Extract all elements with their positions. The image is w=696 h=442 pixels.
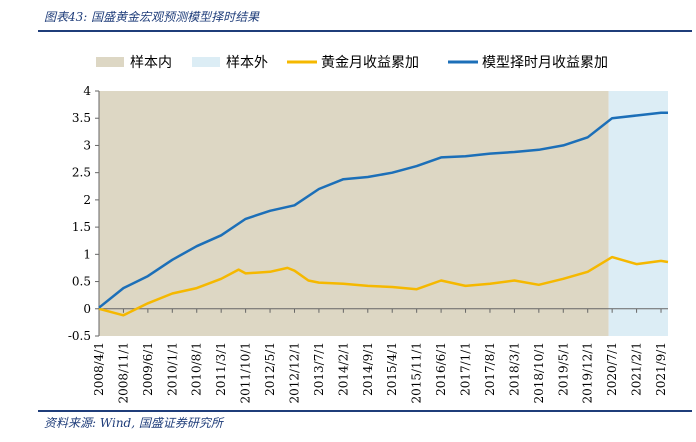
top-rule (38, 30, 692, 32)
legend-model-label: 模型择时月收益累加 (482, 55, 608, 71)
legend-gold-label: 黄金月收益累加 (321, 54, 419, 71)
legend-in-sample-swatch (96, 57, 124, 67)
x-tick-label: 2010/8/1 (190, 342, 204, 396)
in-sample-region (99, 91, 609, 336)
y-axis: 4 3.5 3 2.5 2 1.5 1 0.5 0 -0.5 (68, 84, 100, 343)
y-tick-label: 3 (83, 138, 91, 152)
x-tick-label: 2019/5/1 (556, 342, 570, 396)
y-tick-label: 2.5 (72, 166, 91, 180)
line-chart: 样本内 样本外 黄金月收益累加 模型择时月收益累加 4 3.5 3 2.5 2 1.5 1 0.5 0… (68, 54, 669, 404)
x-tick-label: 2015/11/1 (410, 342, 424, 404)
x-tick-label: 2011/10/1 (239, 342, 253, 404)
figure-caption: 图表43: 国盛黄金宏观预测模型择时结果 (44, 10, 260, 24)
y-tick-label: 1.5 (72, 220, 91, 234)
y-tick-label: 4 (83, 84, 91, 98)
x-tick-label: 2015/4/1 (385, 342, 399, 396)
series-lines (98, 111, 669, 317)
y-tick-label: 0 (83, 302, 91, 316)
legend: 样本内 样本外 黄金月收益累加 模型择时月收益累加 (96, 54, 608, 71)
sample-regions (99, 91, 668, 336)
y-tick-label: -0.5 (68, 329, 91, 343)
x-tick-label: 2009/6/1 (141, 342, 155, 396)
y-tick-label: 1 (83, 247, 91, 261)
x-tick-label: 2021/9/1 (654, 342, 668, 396)
x-tick-label: 2010/1/1 (165, 342, 179, 396)
x-tick-label: 2016/6/1 (434, 342, 448, 396)
x-tick-label: 2019/12/1 (581, 342, 595, 404)
x-tick-label: 2011/3/1 (214, 342, 228, 396)
x-tick-label: 2008/11/1 (116, 342, 130, 404)
x-tick-label: 2014/9/1 (361, 342, 375, 396)
legend-in-sample-label: 样本内 (130, 55, 172, 71)
x-tick-label: 2012/12/1 (287, 342, 301, 404)
model-cumulative-line (98, 111, 668, 309)
x-axis: 2008/4/1 2008/11/1 2009/6/1 2010/1/1 2010/8/… (92, 308, 668, 404)
x-tick-label: 2013/7/1 (312, 342, 326, 396)
x-tick-label: 2018/10/1 (532, 342, 546, 404)
legend-out-of-sample-swatch (192, 57, 220, 67)
out-of-sample-region (608, 91, 668, 336)
y-tick-label: 2 (83, 193, 91, 207)
source-note: 资料来源: Wind, 国盛证券研究所 (44, 416, 223, 430)
x-tick-label: 2014/2/1 (336, 342, 350, 396)
x-tick-label: 2017/1/1 (459, 342, 473, 396)
x-tick-label: 2018/3/1 (507, 342, 521, 396)
y-tick-label: 3.5 (72, 111, 91, 125)
gold-cumulative-line (98, 255, 669, 317)
x-tick-label: 2021/2/1 (630, 342, 644, 396)
y-tick-label: 0.5 (72, 275, 91, 289)
x-tick-label: 2020/7/1 (605, 342, 619, 396)
x-tick-label: 2012/5/1 (263, 342, 277, 396)
bottom-rule (38, 410, 692, 412)
legend-out-of-sample-label: 样本外 (226, 55, 268, 71)
x-tick-label: 2017/8/1 (483, 342, 497, 396)
x-tick-label: 2008/4/1 (92, 342, 106, 396)
